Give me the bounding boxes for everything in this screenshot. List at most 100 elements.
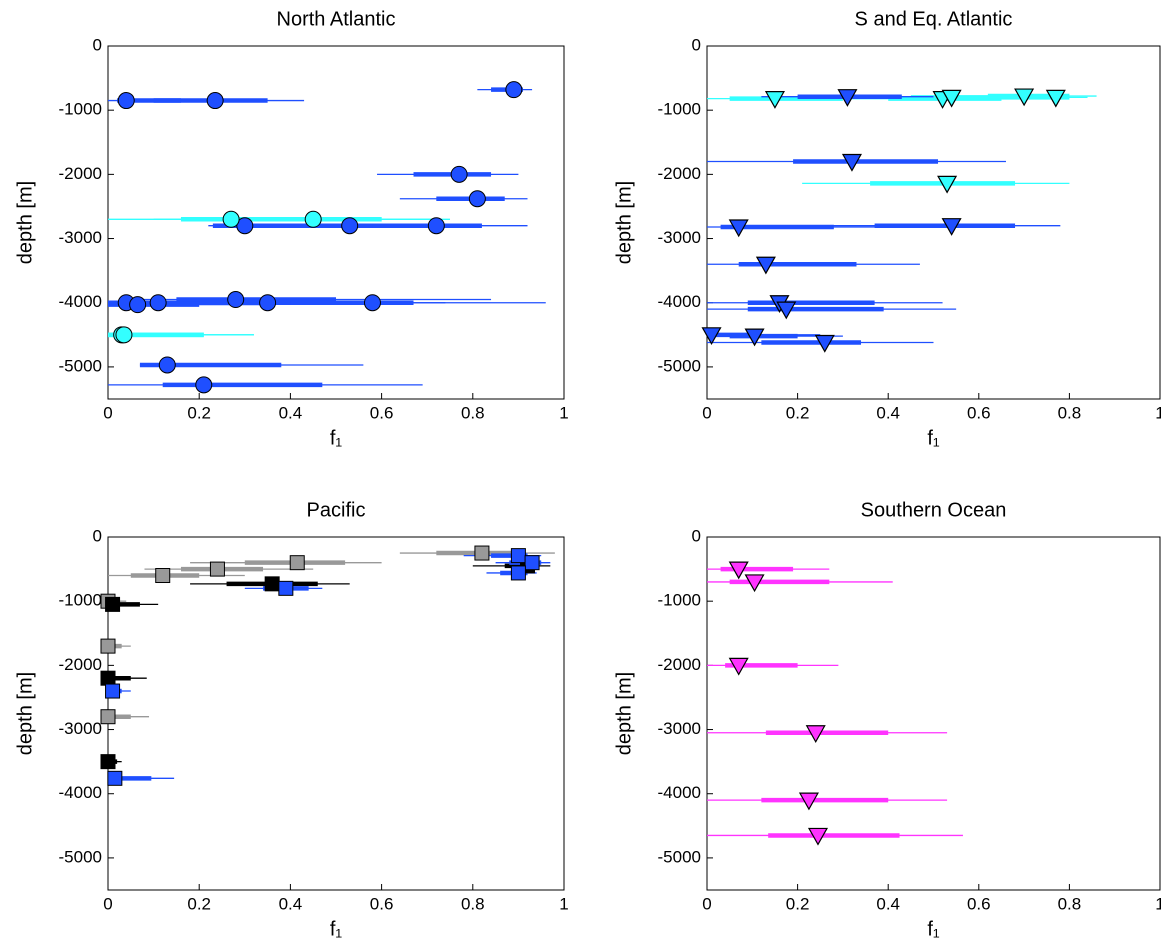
y-axis-label: depth [m] [14,672,36,755]
marker [129,296,147,314]
y-tick-label: -4000 [658,783,701,802]
marker [264,576,280,592]
marker [100,670,116,686]
x-tick-label: 1 [559,403,568,422]
x-tick-label: 0.8 [461,403,485,422]
marker [289,555,305,571]
marker [837,89,858,107]
marker [937,175,958,194]
x-tick-label: 0.8 [1058,894,1082,913]
marker [105,683,121,699]
y-tick-label: -3000 [59,228,102,247]
marker [764,91,785,109]
x-axis-label: f₁ [927,918,940,940]
x-tick-label: 0.2 [786,894,810,913]
marker [510,565,526,581]
marker [941,89,962,108]
marker [814,334,835,353]
y-tick-label: 0 [692,526,701,545]
marker [115,326,133,344]
marker [195,376,213,394]
marker [776,301,797,320]
marker [474,545,490,561]
marker [807,827,829,846]
marker [149,294,167,312]
marker [363,294,381,312]
marker [107,770,123,786]
chart-title: S and Eq. Atlantic [855,8,1013,30]
y-tick-label: -2000 [658,655,701,674]
x-tick-label: 1 [1155,894,1161,913]
x-tick-label: 0.2 [786,403,810,422]
x-tick-label: 0 [103,403,112,422]
chart-title: North Atlantic [277,8,396,30]
marker [100,709,116,725]
marker [105,596,121,612]
marker [728,219,749,238]
y-axis-label: depth [m] [613,672,635,755]
x-tick-label: 0.6 [370,894,394,913]
y-tick-label: -1000 [59,591,102,610]
x-tick-label: 0 [103,894,112,913]
marker [728,657,749,676]
y-tick-label: -1000 [658,591,701,610]
y-tick-label: -5000 [59,356,102,375]
x-tick-label: 0.6 [967,403,991,422]
x-tick-label: 0.8 [1058,403,1082,422]
marker [510,548,526,564]
marker [744,328,765,347]
marker [427,217,445,235]
x-tick-label: 0.4 [876,894,900,913]
marker [450,165,468,183]
marker [158,356,176,374]
x-tick-label: 0.2 [187,403,211,422]
axes-frame [107,45,565,400]
marker [117,92,135,110]
marker [100,638,116,654]
marker [744,574,765,593]
y-tick-label: -2000 [59,164,102,183]
x-tick-label: 0 [702,403,711,422]
x-tick-label: 0.6 [370,403,394,422]
x-axis-label: f₁ [330,427,343,449]
axes-frame [107,536,565,891]
y-tick-label: 0 [692,35,701,54]
y-tick-label: -1000 [658,100,701,119]
marker [304,210,322,228]
y-tick-label: -3000 [658,228,701,247]
marker [227,291,245,309]
y-axis-label: depth [m] [613,181,635,264]
x-tick-label: 0.4 [876,403,900,422]
marker [468,190,486,208]
marker [505,81,523,99]
y-tick-label: -1000 [59,100,102,119]
x-axis-label: f₁ [927,427,940,449]
y-tick-label: -4000 [658,292,701,311]
marker [236,217,254,235]
marker [278,580,294,596]
marker [222,210,240,228]
marker [524,555,540,571]
y-tick-label: -5000 [658,356,701,375]
y-tick-label: -4000 [59,292,102,311]
y-tick-label: -3000 [59,719,102,738]
x-axis-label: f₁ [330,918,343,940]
chart-title: Southern Ocean [861,499,1007,521]
marker [941,218,962,236]
marker [805,725,826,743]
marker [1014,88,1035,107]
y-tick-label: -2000 [658,164,701,183]
x-tick-label: 0 [702,894,711,913]
y-tick-label: 0 [93,35,102,54]
marker [701,327,722,346]
marker [209,561,225,577]
marker [100,754,116,770]
axes-frame [706,45,1161,400]
marker [755,256,776,275]
x-tick-label: 0.2 [187,894,211,913]
y-tick-label: -5000 [59,847,102,866]
x-tick-label: 0.6 [967,894,991,913]
x-tick-label: 0.4 [279,894,303,913]
